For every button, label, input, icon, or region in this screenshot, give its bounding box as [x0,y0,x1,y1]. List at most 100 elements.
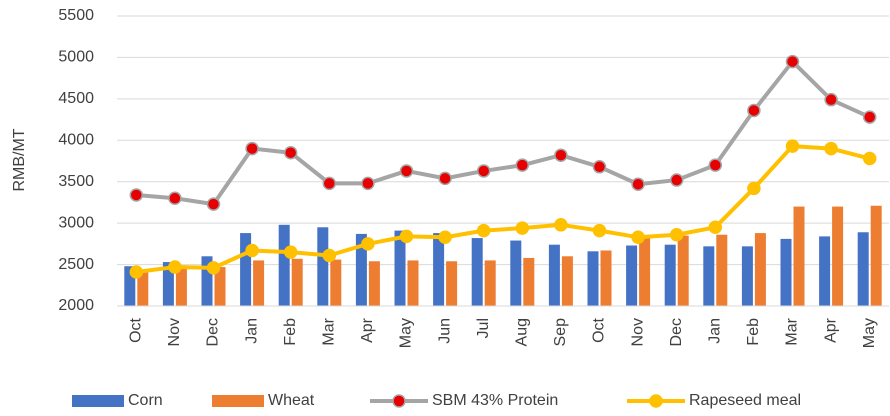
marker [476,164,491,178]
bar [201,256,213,306]
bar [291,258,303,306]
bar [510,240,522,306]
marker [438,171,452,186]
bar [754,233,766,306]
marker [669,173,684,187]
bar [600,250,612,306]
bar [703,246,715,306]
y-tick-label: 3500 [58,173,94,190]
marker [245,243,259,258]
marker [399,229,414,244]
y-tick-label: 5000 [58,49,94,66]
x-tick-label: Sep [552,318,569,347]
bar [548,244,560,306]
marker [824,92,838,107]
marker [168,191,182,206]
y-tick-label: 3000 [58,214,94,231]
y-axis-label: RMB/MT [11,128,28,191]
x-tick-label: Jan [707,318,724,344]
bar [587,251,599,306]
marker [206,261,221,275]
bar [857,232,869,306]
marker [438,230,452,244]
legend-swatch [72,395,124,407]
marker [245,141,259,156]
bar [793,206,805,306]
marker [206,197,221,211]
bar [741,246,753,306]
bar [355,233,367,306]
x-tick-label: Mar [784,317,801,345]
x-tick-label: May [861,318,878,348]
legend-swatch [212,395,264,407]
marker [669,227,684,242]
x-tick-label: Dec [668,318,685,346]
legend-marker [392,394,406,408]
bar [523,257,535,306]
y-tick-label: 4500 [58,90,94,107]
x-tick-label: Jun [436,318,453,344]
bar [471,238,483,306]
marker [785,139,800,153]
marker [361,237,375,251]
x-tick-label: Feb [282,318,299,346]
bar [561,256,573,306]
legend-label: SBM 43% Protein [432,392,558,409]
x-tick-label: Aug [514,318,531,346]
bar [368,261,380,306]
marker [399,164,414,178]
x-tick-label: Apr [359,317,376,343]
bar [626,245,638,306]
bar [677,235,689,306]
marker [129,188,144,202]
marker [708,220,723,235]
marker [862,151,877,166]
x-tick-label: Jul [475,318,492,338]
marker [785,54,800,69]
marker [592,160,607,174]
marker [824,141,838,156]
marker [631,177,645,191]
marker [515,221,530,235]
marker [283,245,298,259]
bar [639,238,651,306]
bar [278,224,290,306]
x-tick-label: Feb [745,318,762,346]
x-tick-label: Dec [205,318,222,346]
y-tick-label: 4000 [58,132,94,149]
y-tick-label: 2000 [58,297,94,314]
marker [283,145,298,160]
bar [716,234,728,306]
bar [870,205,882,306]
x-tick-label: Nov [166,318,183,346]
bar [484,260,496,306]
bar [446,261,458,306]
bar [819,236,831,306]
marker [129,265,144,279]
marker [747,103,761,118]
bar [407,260,419,306]
y-tick-label: 5500 [58,7,94,24]
bar [124,266,136,306]
marker [862,110,877,124]
y-tick-label: 2500 [58,256,94,273]
legend-label: Rapeseed meal [689,392,801,409]
marker [554,218,568,232]
marker [592,223,607,238]
x-tick-label: Nov [629,318,646,346]
bar [317,227,329,306]
marker [168,260,182,274]
x-tick-label: Oct [591,317,608,342]
x-tick-label: Apr [822,317,839,343]
bar [137,270,149,306]
bar [664,244,676,306]
marker [554,148,568,162]
bar [433,233,445,306]
x-tick-label: May [398,318,415,348]
marker [322,248,337,263]
bar [832,206,844,306]
marker [515,158,530,172]
x-tick-label: Oct [128,317,145,342]
legend-label: Wheat [268,392,315,409]
